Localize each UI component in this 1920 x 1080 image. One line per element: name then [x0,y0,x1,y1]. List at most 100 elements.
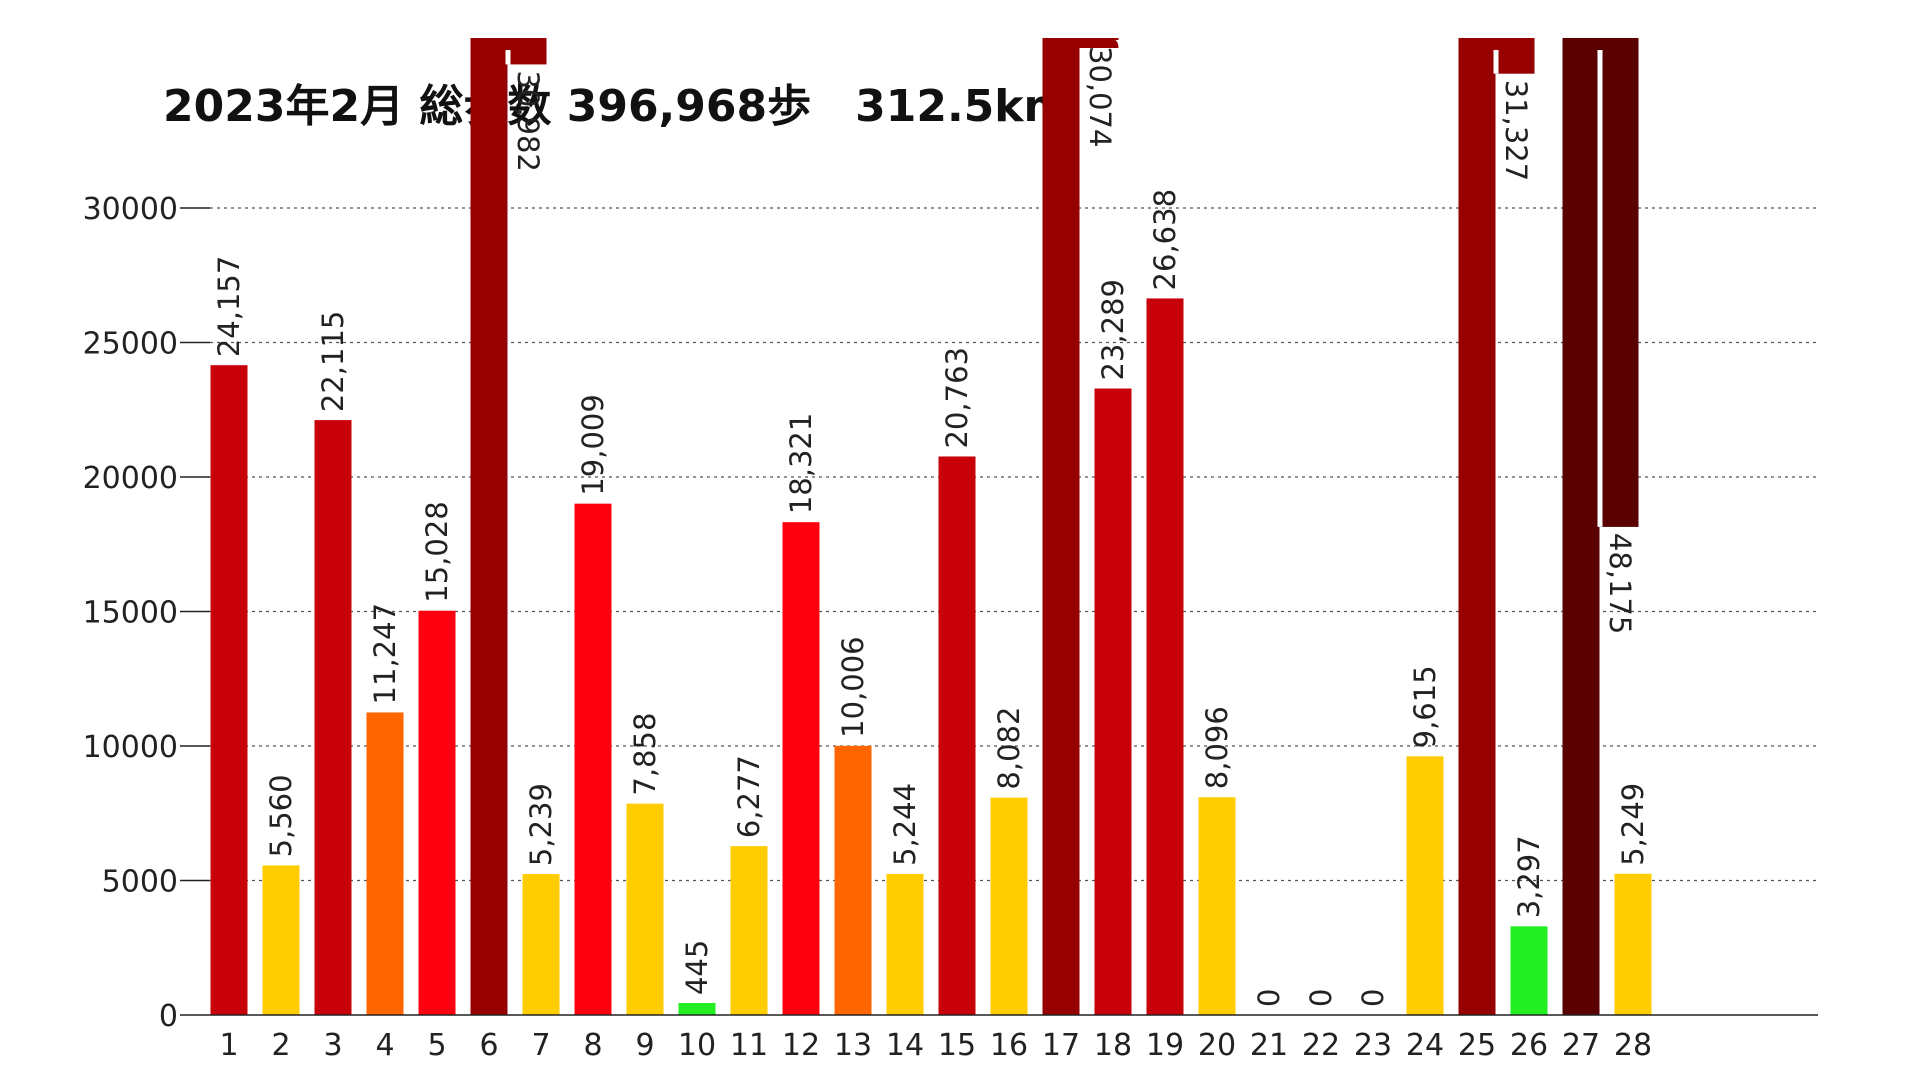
data-label: 3,297 [1512,835,1546,918]
bar [262,865,300,1015]
x-tick-label: 7 [531,1028,550,1063]
data-label: 11,247 [368,603,402,704]
x-tick-label: 17 [1042,1028,1080,1063]
bar [314,420,352,1015]
x-tick-label: 1 [219,1028,238,1063]
bar-broken [1042,38,1119,1015]
y-axis: 0 5000 10000 15000 20000 25000 30000 [83,192,210,1034]
x-tick-label: 26 [1510,1028,1548,1063]
x-tick-label: 4 [375,1028,394,1063]
data-label: 445 [680,940,714,995]
x-tick-label: 5 [427,1028,446,1063]
bar [1042,38,1080,1015]
x-tick-label: 2 [271,1028,290,1063]
bar-overflow [1597,38,1639,527]
bars [210,38,1652,1016]
x-tick-label: 25 [1458,1028,1496,1063]
data-label: 5,560 [264,774,298,857]
data-label: 48,175 [1603,533,1637,634]
bar [1614,873,1652,1015]
data-label: 23,289 [1096,279,1130,380]
x-tick-label: 23 [1354,1028,1392,1063]
bar [730,846,768,1015]
data-label: 5,244 [888,783,922,866]
bar [886,873,924,1015]
bar [1510,926,1548,1015]
x-tick-label: 18 [1094,1028,1132,1063]
data-label: 0 [1252,989,1286,1007]
bar-fold-gap [1493,50,1499,74]
data-label: 5,239 [524,783,558,866]
x-tick-label: 14 [886,1028,924,1063]
y-tick-label: 0 [159,999,178,1034]
bar [1562,38,1600,1015]
bar [366,712,404,1015]
x-tick-label: 21 [1250,1028,1288,1063]
bar [626,803,664,1015]
x-tick-label: 8 [583,1028,602,1063]
x-tick-label: 13 [834,1028,872,1063]
data-label: 5,249 [1616,783,1650,866]
data-label: 9,615 [1408,665,1442,748]
bar [210,365,248,1015]
data-label: 8,096 [1200,706,1234,789]
y-tick-label: 30000 [83,192,178,227]
x-tick-label: 24 [1406,1028,1444,1063]
bar [834,745,872,1015]
data-label: 0 [1356,989,1390,1007]
bar-broken [1562,38,1639,1015]
x-tick-label: 16 [990,1028,1028,1063]
data-label: 8,082 [992,707,1026,790]
bar [574,503,612,1015]
bar [938,456,976,1015]
y-tick-label: 25000 [83,327,178,362]
bar-fold-cap [1458,38,1535,48]
bar [1406,756,1444,1015]
data-label: 7,858 [628,713,662,796]
x-axis: 1 2 3 4 5 6 7 8 9 10 11 12 13 14 15 16 17 18 19 20 21 22 23 24 2… [210,1014,1818,1063]
bar [1146,298,1184,1015]
x-tick-label: 3 [323,1028,342,1063]
data-label: 30,074 [1083,46,1117,147]
bar-fold-gap [1597,50,1603,527]
bar [678,1003,716,1015]
bar-fold-cap [1562,38,1639,48]
bar-fold-cap [470,38,547,48]
y-tick-label: 15000 [83,596,178,631]
data-label: 31,327 [1499,80,1533,181]
bar-broken [1458,38,1535,1015]
x-tick-label: 10 [678,1028,716,1063]
x-tick-label: 12 [782,1028,820,1063]
bar-fold-gap [505,50,511,65]
data-label: 19,009 [576,394,610,495]
y-tick-label: 5000 [102,865,178,900]
data-label: 15,028 [420,501,454,602]
bar [990,797,1028,1015]
x-tick-label: 6 [479,1028,498,1063]
y-tick-label: 20000 [83,461,178,496]
data-label: 10,006 [836,636,870,737]
bar [1198,797,1236,1015]
x-tick-label: 15 [938,1028,976,1063]
x-tick-label: 27 [1562,1028,1600,1063]
bar-fold-cap [1042,38,1119,48]
data-label: 22,115 [316,311,350,412]
bar [418,610,456,1015]
data-label: 20,763 [940,347,974,448]
data-label: 26,638 [1148,189,1182,290]
data-label: 30,982 [511,70,545,171]
x-tick-label: 19 [1146,1028,1184,1063]
data-labels: 24,157 5,560 22,115 11,247 15,028 30,982 5,239… [212,46,1650,1007]
bar [522,874,560,1015]
x-tick-label: 28 [1614,1028,1652,1063]
bar [470,38,508,1015]
x-tick-label: 20 [1198,1028,1236,1063]
x-tick-label: 11 [730,1028,768,1063]
bar-broken [470,38,547,1015]
y-tick-label: 10000 [83,730,178,765]
x-tick-label: 9 [635,1028,654,1063]
data-label: 18,321 [784,413,818,514]
data-label: 0 [1304,989,1338,1007]
data-label: 24,157 [212,256,246,357]
